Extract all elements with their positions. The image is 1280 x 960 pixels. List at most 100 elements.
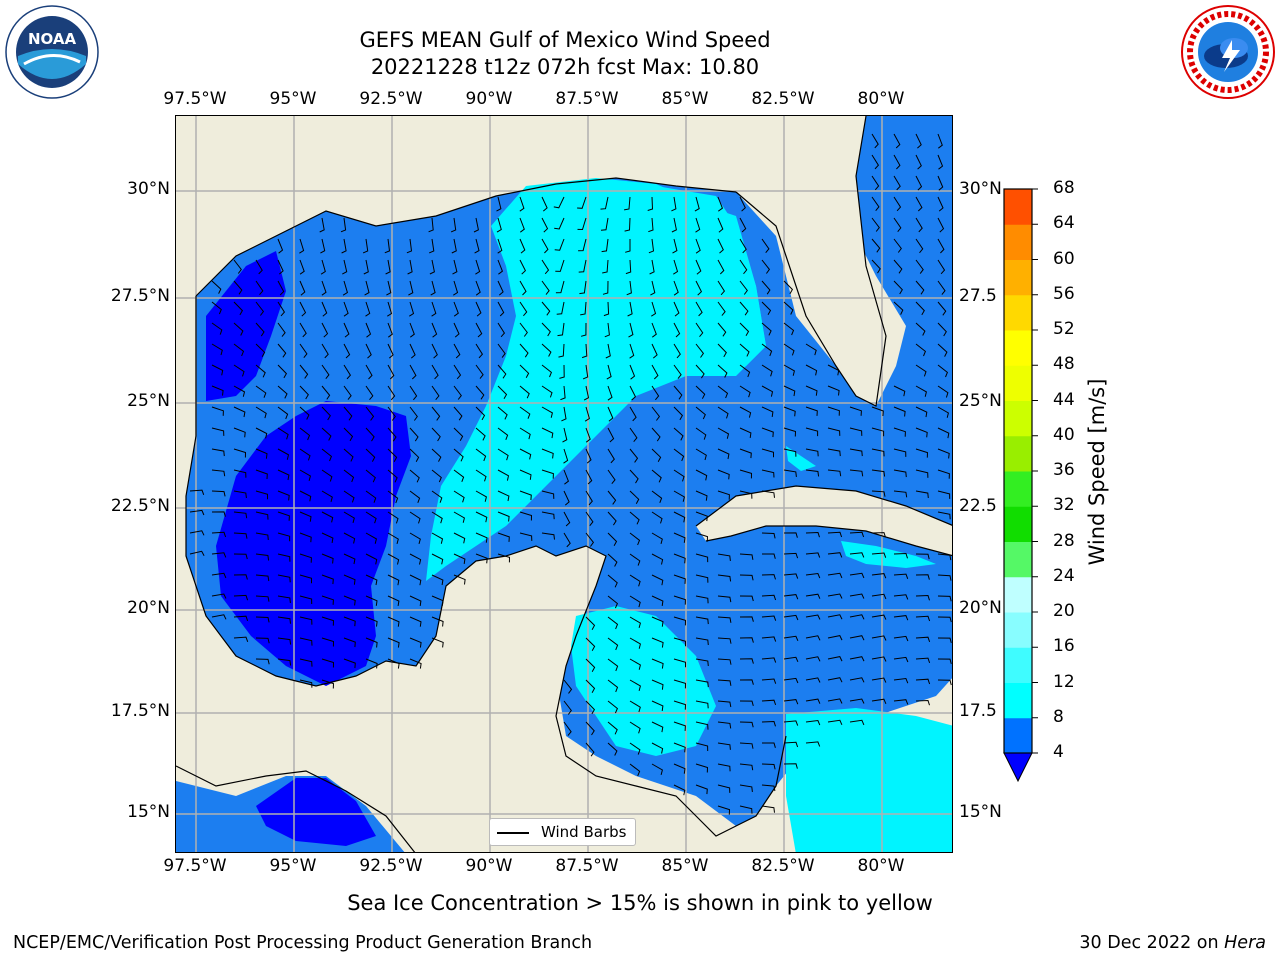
wind-barb — [475, 301, 482, 317]
wind-barb — [629, 385, 637, 401]
wind-barb — [871, 593, 887, 600]
wind-barb — [233, 511, 248, 519]
wind-barb — [827, 593, 843, 599]
wind-barb — [211, 614, 227, 620]
wind-barb — [673, 406, 684, 421]
wind-barb — [629, 637, 641, 649]
wind-barb — [277, 637, 292, 645]
wind-barb — [320, 259, 326, 275]
wind-barb — [299, 322, 307, 338]
wind-barb — [805, 698, 821, 704]
wind-barb — [624, 217, 631, 232]
wind-barb — [255, 301, 265, 316]
wind-barb — [717, 595, 732, 603]
coastlines — [176, 116, 952, 852]
wind-barb — [871, 698, 887, 704]
wind-barb — [475, 343, 484, 359]
wind-barb — [717, 637, 732, 644]
wind-barb — [695, 322, 704, 338]
wind-barb — [233, 532, 248, 539]
wind-barb — [695, 658, 709, 667]
lon-label-bottom: 80°W — [857, 856, 905, 876]
wind-barb — [915, 699, 930, 706]
wind-barb — [783, 614, 799, 621]
wind-barb — [673, 301, 680, 317]
lon-label-bottom: 95°W — [269, 856, 317, 876]
wind-barb — [277, 553, 291, 562]
wind-barb — [299, 553, 312, 563]
wind-barb — [431, 532, 444, 544]
wind-barb — [563, 448, 569, 464]
wind-barb — [871, 490, 886, 497]
wind-barb — [739, 364, 751, 378]
wind-barb — [717, 658, 732, 665]
wind-barb — [671, 196, 677, 212]
wind-barb — [211, 385, 224, 396]
wind-barb — [827, 448, 841, 457]
wind-barb — [629, 700, 641, 713]
wind-barb — [475, 364, 484, 379]
wind-barb — [651, 427, 661, 442]
wind-barb — [761, 805, 775, 813]
colorbar-bin — [1004, 682, 1032, 719]
wind-barb — [827, 719, 843, 726]
wind-barb — [717, 700, 732, 708]
sea-ice-note: Sea Ice Concentration > 15% is shown in … — [347, 891, 933, 915]
wind-barb — [211, 406, 224, 416]
wind-barb — [387, 364, 395, 380]
wind-barb — [937, 469, 950, 479]
wind-barb — [211, 448, 225, 457]
wind-barb — [409, 637, 422, 648]
wind-barb — [563, 679, 573, 694]
wind-barb — [604, 322, 610, 338]
wind-barb — [893, 238, 902, 253]
wind-barb — [871, 448, 885, 457]
wind-barb — [585, 448, 592, 464]
wind-barb — [541, 259, 550, 275]
wind-barb — [475, 385, 485, 400]
wind-barb — [409, 511, 421, 524]
wind-barb — [849, 656, 865, 662]
wind-barb — [299, 532, 312, 543]
wind-barb — [761, 448, 774, 458]
lat-label-left: 30°N — [127, 179, 170, 199]
wind-barb — [717, 679, 732, 686]
wind-barb — [409, 658, 422, 669]
colorbar-tick-label: 60 — [1053, 248, 1075, 269]
wind-barb — [603, 301, 610, 317]
wind-barb — [497, 448, 509, 461]
wind-barb — [761, 280, 771, 295]
wind-barb — [937, 511, 951, 520]
wind-barb — [233, 553, 248, 560]
wind-barb — [629, 448, 639, 463]
wind-barb — [558, 343, 565, 358]
wind-barb — [211, 572, 227, 579]
wind-barb — [739, 280, 748, 295]
wind-barb — [585, 469, 593, 485]
wind-barb — [365, 532, 377, 544]
wind-barb — [321, 679, 335, 689]
wind-barb — [497, 301, 505, 317]
wind-barb — [673, 742, 686, 753]
wind-barb — [937, 448, 950, 459]
wind-barb — [233, 385, 246, 397]
wind-barb — [365, 427, 375, 442]
wind-barb — [629, 742, 641, 755]
wind-barb — [937, 322, 947, 337]
wind-barb — [805, 406, 818, 416]
wind-barb — [673, 427, 684, 441]
wind-barb — [739, 763, 754, 771]
wind-barb — [871, 614, 887, 620]
wind-barb — [673, 595, 686, 605]
wind-barb — [717, 280, 726, 296]
wind-barb — [673, 637, 686, 647]
wind-barb — [739, 805, 753, 814]
wind-barb — [299, 679, 313, 688]
wind-barb — [365, 301, 371, 317]
wind-barb — [761, 532, 776, 539]
colorbar-bin — [1004, 541, 1032, 578]
wind-barb — [585, 679, 596, 694]
wind-barb — [739, 406, 752, 418]
lat-label-right: 20°N — [959, 598, 1002, 618]
wind-barb — [321, 574, 334, 585]
